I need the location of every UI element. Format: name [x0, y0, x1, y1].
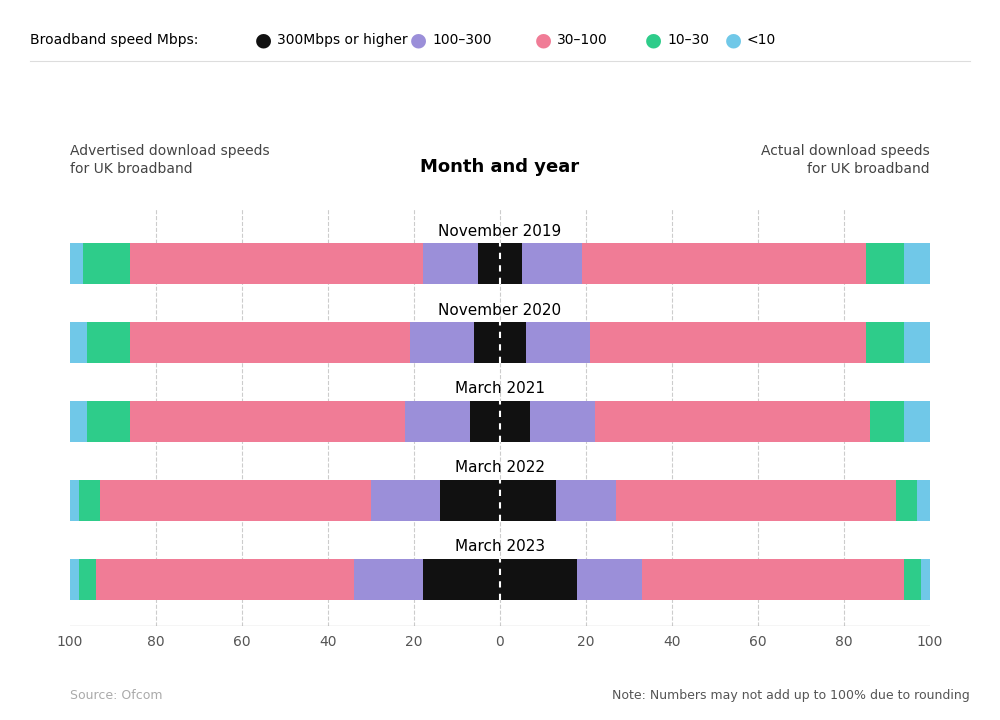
Bar	[866, 323, 904, 363]
Bar	[130, 243, 423, 284]
Text: ●: ●	[535, 30, 552, 49]
Bar	[904, 243, 930, 284]
Text: November 2020: November 2020	[438, 302, 562, 318]
Text: March 2021: March 2021	[455, 382, 545, 396]
Bar	[70, 401, 87, 442]
Bar	[100, 480, 371, 521]
Text: March 2022: March 2022	[455, 460, 545, 475]
Bar	[642, 559, 904, 600]
Bar	[500, 559, 577, 600]
Bar	[500, 323, 526, 363]
Bar	[921, 559, 930, 600]
Bar	[500, 243, 522, 284]
Text: Month and year: Month and year	[420, 158, 580, 176]
Bar	[96, 559, 354, 600]
Bar	[70, 323, 87, 363]
Text: March 2023: March 2023	[455, 539, 545, 554]
Bar	[405, 401, 470, 442]
Bar	[616, 480, 896, 521]
Bar	[87, 323, 130, 363]
Bar	[440, 480, 500, 521]
Bar	[896, 480, 917, 521]
Text: 10–30: 10–30	[667, 32, 709, 47]
Bar	[866, 243, 904, 284]
Bar	[595, 401, 870, 442]
Bar	[582, 243, 866, 284]
Text: ●: ●	[725, 30, 742, 49]
Text: Advertised download speeds
for UK broadband: Advertised download speeds for UK broadb…	[70, 144, 270, 176]
Bar	[904, 323, 930, 363]
Bar	[590, 323, 866, 363]
Bar	[870, 401, 904, 442]
Bar	[371, 480, 440, 521]
Text: Actual download speeds
for UK broadband: Actual download speeds for UK broadband	[761, 144, 930, 176]
Text: ●: ●	[410, 30, 427, 49]
Text: 30–100: 30–100	[557, 32, 608, 47]
Bar	[70, 243, 83, 284]
Bar	[917, 480, 930, 521]
Bar	[530, 401, 595, 442]
Text: <10: <10	[747, 32, 776, 47]
Bar	[423, 559, 500, 600]
Bar	[354, 559, 423, 600]
Text: 300Mbps or higher: 300Mbps or higher	[277, 32, 408, 47]
Text: Broadband speed Mbps:: Broadband speed Mbps:	[30, 32, 198, 47]
Text: 100–300: 100–300	[432, 32, 492, 47]
Bar	[70, 559, 79, 600]
Bar	[500, 480, 556, 521]
Bar	[410, 323, 474, 363]
Bar	[474, 323, 500, 363]
Bar	[904, 401, 930, 442]
Bar	[130, 323, 410, 363]
Bar	[423, 243, 478, 284]
Text: November 2019: November 2019	[438, 224, 562, 239]
Text: ●: ●	[645, 30, 662, 49]
Bar	[500, 401, 530, 442]
Text: ●: ●	[255, 30, 272, 49]
Bar	[79, 559, 96, 600]
Text: Note: Numbers may not add up to 100% due to rounding: Note: Numbers may not add up to 100% due…	[612, 689, 970, 702]
Bar	[526, 323, 590, 363]
Bar	[87, 401, 130, 442]
Bar	[70, 480, 79, 521]
Bar	[556, 480, 616, 521]
Bar	[478, 243, 500, 284]
Bar	[79, 480, 100, 521]
Bar	[522, 243, 582, 284]
Bar	[83, 243, 130, 284]
Bar	[904, 559, 921, 600]
Bar	[130, 401, 405, 442]
Bar	[470, 401, 500, 442]
Text: Source: Ofcom: Source: Ofcom	[70, 689, 162, 702]
Bar	[577, 559, 642, 600]
